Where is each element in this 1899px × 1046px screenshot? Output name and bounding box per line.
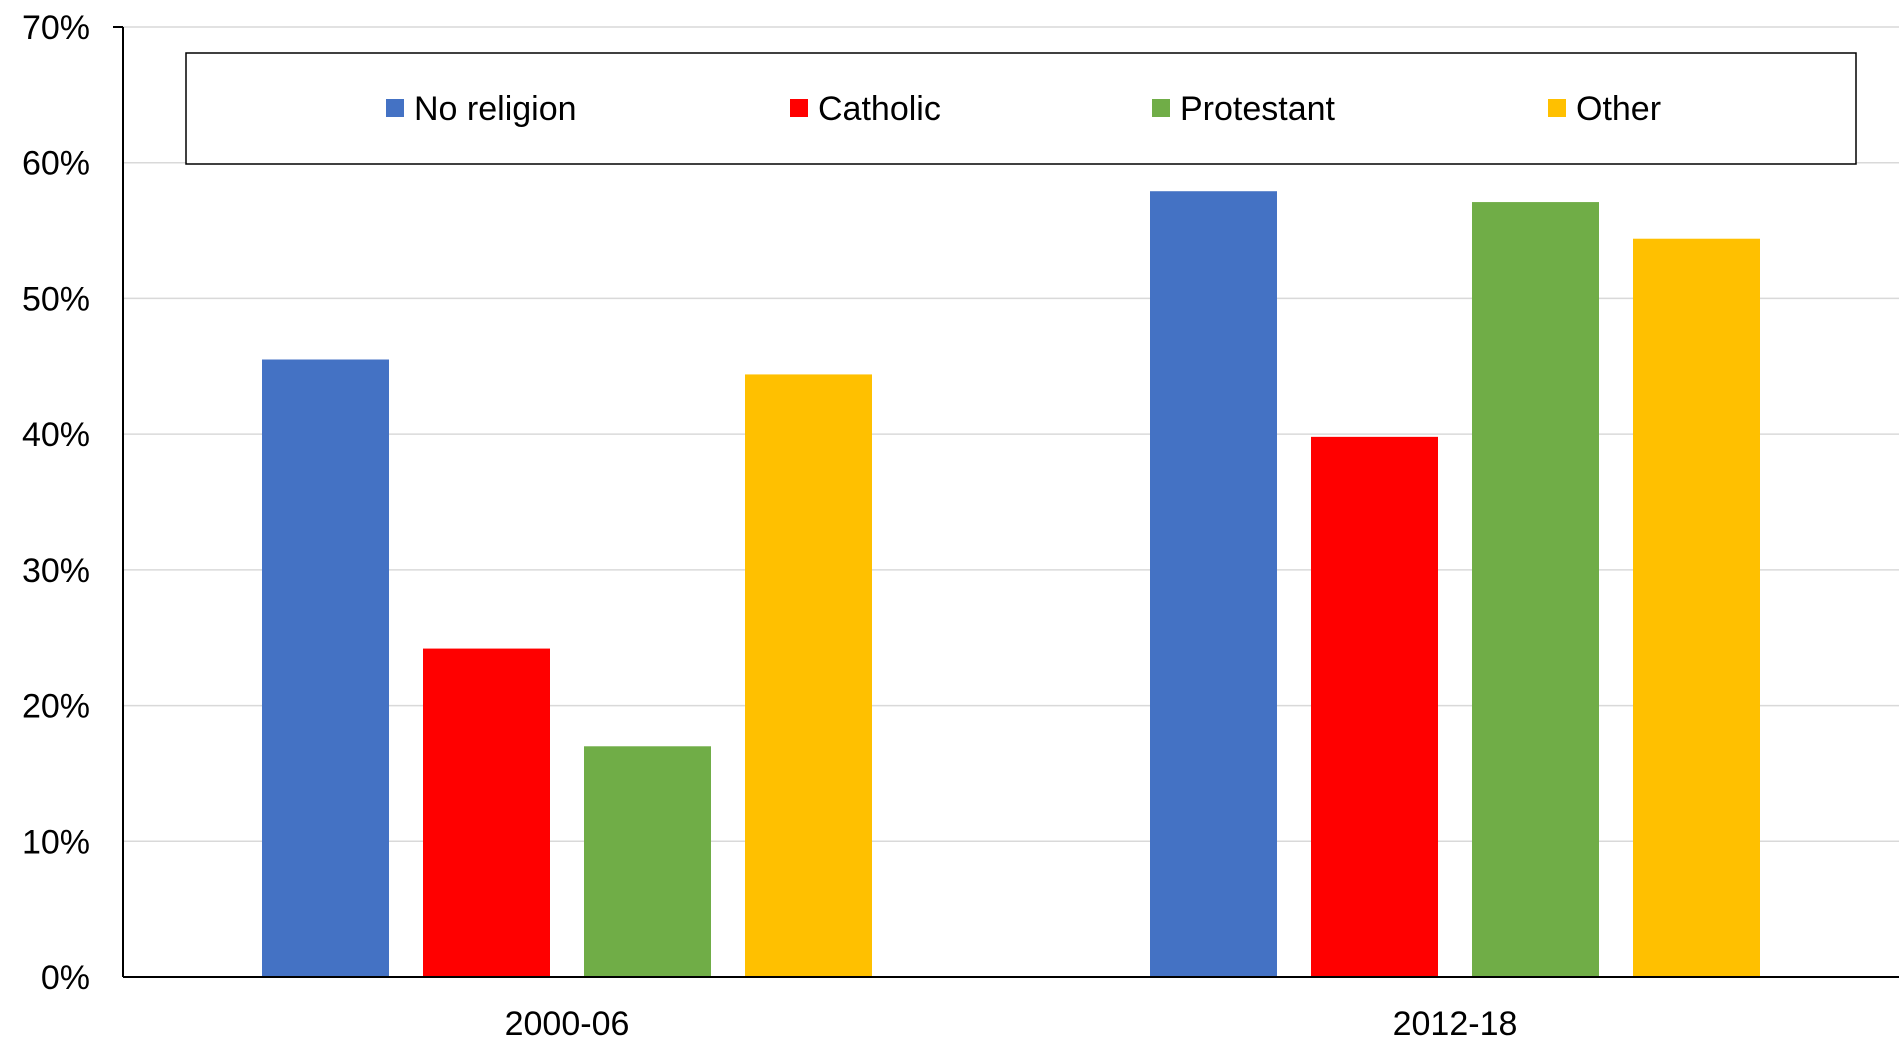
x-category-label: 2012-18 <box>1393 1005 1518 1041</box>
axes <box>113 26 1899 978</box>
bar-protestant-2012-18 <box>1472 202 1599 978</box>
bar-no-religion-2012-18 <box>1150 191 1277 977</box>
y-tick-label: 50% <box>22 280 90 318</box>
legend-swatch <box>386 99 404 117</box>
legend-swatch <box>790 99 808 117</box>
y-tick-label: 40% <box>22 416 90 454</box>
y-tick-label: 30% <box>22 552 90 590</box>
legend-label: No religion <box>414 90 577 128</box>
y-tick-label: 20% <box>22 688 90 726</box>
y-tick-label: 0% <box>41 959 90 997</box>
y-tick-label: 60% <box>22 145 90 183</box>
legend-label: Protestant <box>1180 90 1336 128</box>
legend-label: Catholic <box>818 90 941 128</box>
legend-swatch <box>1548 99 1566 117</box>
bar-no-religion-2000-06 <box>262 359 389 977</box>
bar-other-2012-18 <box>1633 238 1760 977</box>
bar-catholic-2012-18 <box>1311 436 1438 977</box>
bars <box>262 191 1760 978</box>
bar-protestant-2000-06 <box>584 746 711 977</box>
y-tick-labels: 0% 10% 20% 30% 40% 50% 60% 70% <box>22 9 90 997</box>
legend-box <box>185 52 1857 165</box>
legend-swatch <box>1152 99 1170 117</box>
legend: No religion Catholic Protestant Other <box>185 52 1857 165</box>
y-tick-label: 70% <box>22 9 90 47</box>
legend-label: Other <box>1576 90 1661 128</box>
x-category-labels: 2000-06 2012-18 <box>505 1005 1518 1043</box>
y-tick-label: 10% <box>22 823 90 861</box>
bar-other-2000-06 <box>745 374 872 977</box>
bar-catholic-2000-06 <box>423 648 550 977</box>
x-category-label: 2000-06 <box>505 1005 630 1041</box>
